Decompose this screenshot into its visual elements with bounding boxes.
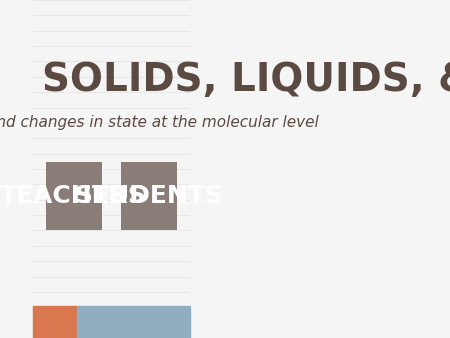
Text: STUDENTS: STUDENTS bbox=[75, 184, 223, 208]
Text: TEACHERS: TEACHERS bbox=[0, 184, 147, 208]
FancyBboxPatch shape bbox=[121, 162, 177, 230]
FancyBboxPatch shape bbox=[45, 162, 102, 230]
Bar bbox=[33, 306, 77, 338]
Bar bbox=[77, 306, 189, 338]
Text: properties and changes in state at the molecular level: properties and changes in state at the m… bbox=[0, 115, 319, 130]
Text: SOLIDS, LIQUIDS, & GASES: SOLIDS, LIQUIDS, & GASES bbox=[42, 61, 450, 99]
